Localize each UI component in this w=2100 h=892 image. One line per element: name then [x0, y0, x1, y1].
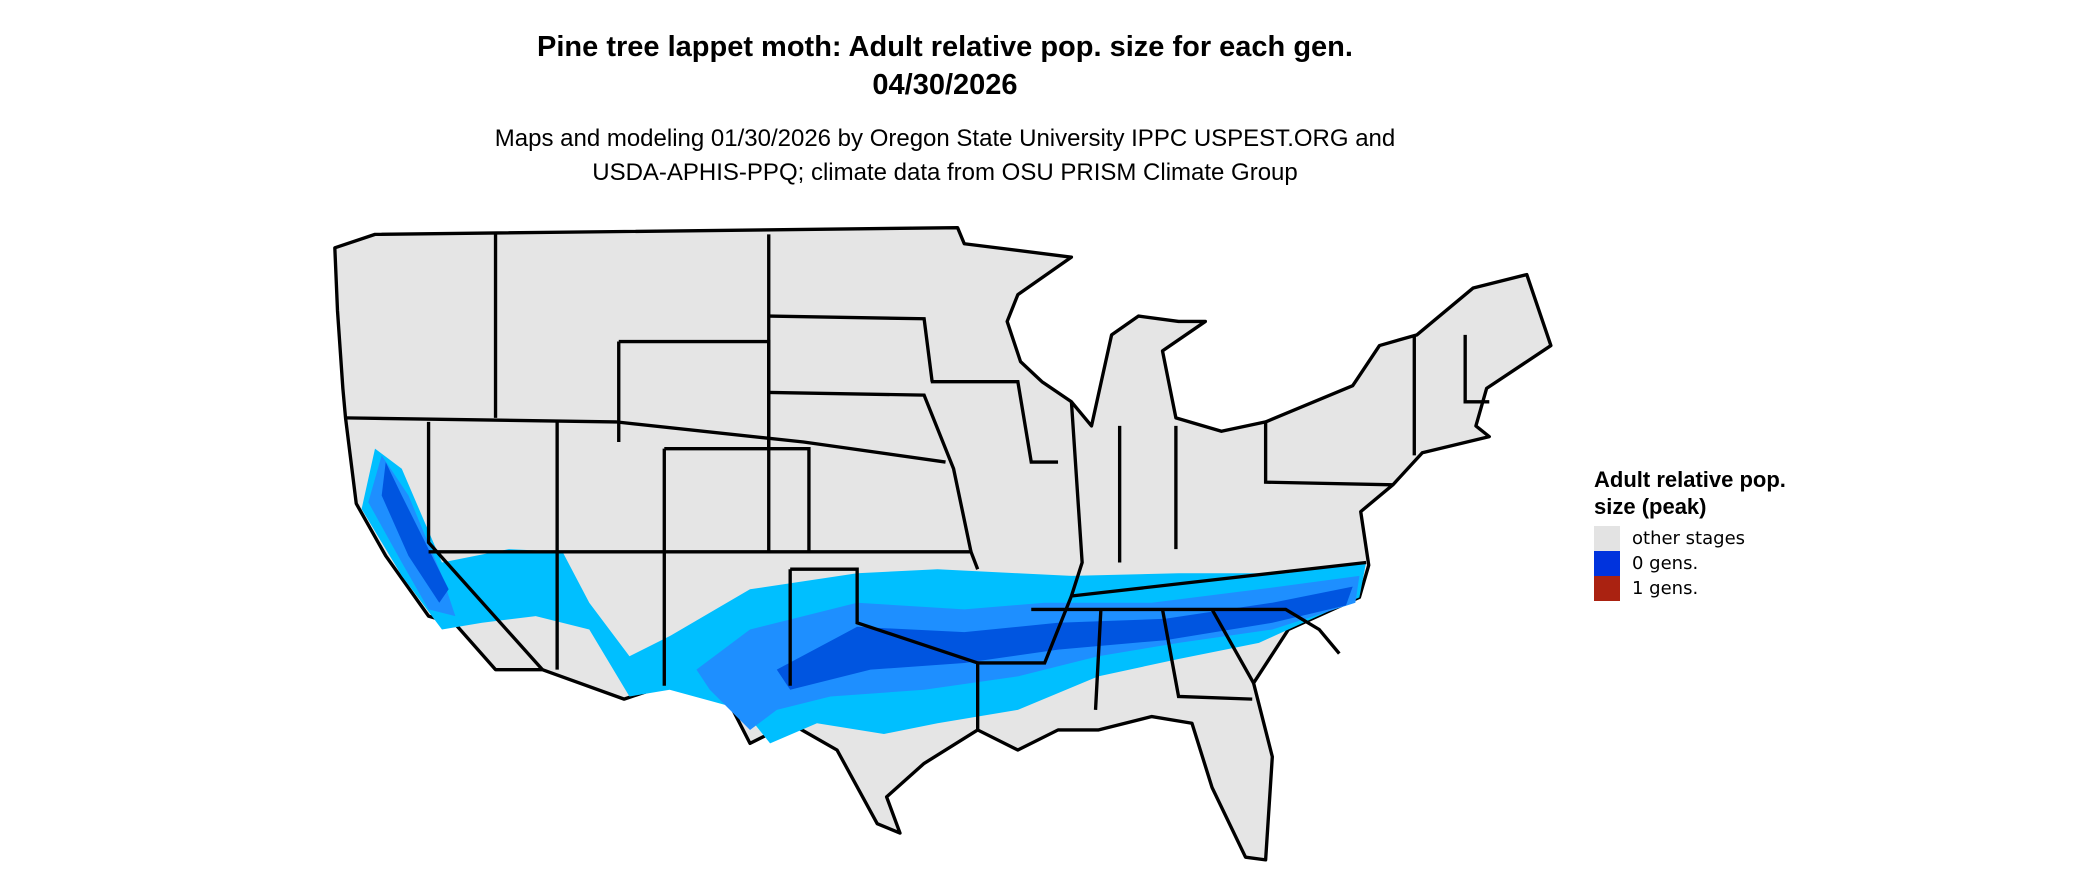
- band-dark: [381, 462, 1353, 690]
- legend-label: 1 gens.: [1632, 578, 1699, 599]
- legend-label: other stages: [1632, 528, 1746, 549]
- legend-item: 0 gens.: [1594, 551, 1794, 576]
- title-date: 04/30/2026: [872, 69, 1018, 101]
- legend-swatch: [1594, 551, 1620, 576]
- legend-label: 0 gens.: [1632, 553, 1699, 574]
- band-light: [361, 448, 1367, 744]
- legend: Adult relative pop. size (peak) other st…: [1594, 466, 1794, 601]
- map-title: Pine tree lappet moth: Adult relative po…: [0, 28, 1890, 104]
- legend-item: 1 gens.: [1594, 576, 1794, 601]
- subtitle-line-2: USDA-APHIS-PPQ; climate data from OSU PR…: [592, 159, 1298, 186]
- map-subtitle: Maps and modeling 01/30/2026 by Oregon S…: [0, 122, 1890, 190]
- title-text: Pine tree lappet moth: Adult relative po…: [537, 31, 1353, 63]
- conus-land: [333, 226, 1553, 862]
- legend-title: Adult relative pop. size (peak): [1594, 467, 1786, 519]
- subtitle-line-1: Maps and modeling 01/30/2026 by Oregon S…: [494, 125, 1396, 152]
- legend-swatch: [1594, 526, 1620, 551]
- population-bands: [361, 448, 1367, 744]
- legend-swatch: [1594, 576, 1620, 601]
- state-borders: [345, 234, 1490, 730]
- legend-items: other stages 0 gens. 1 gens.: [1594, 526, 1794, 601]
- legend-item: other stages: [1594, 526, 1794, 551]
- band-mid: [368, 455, 1360, 730]
